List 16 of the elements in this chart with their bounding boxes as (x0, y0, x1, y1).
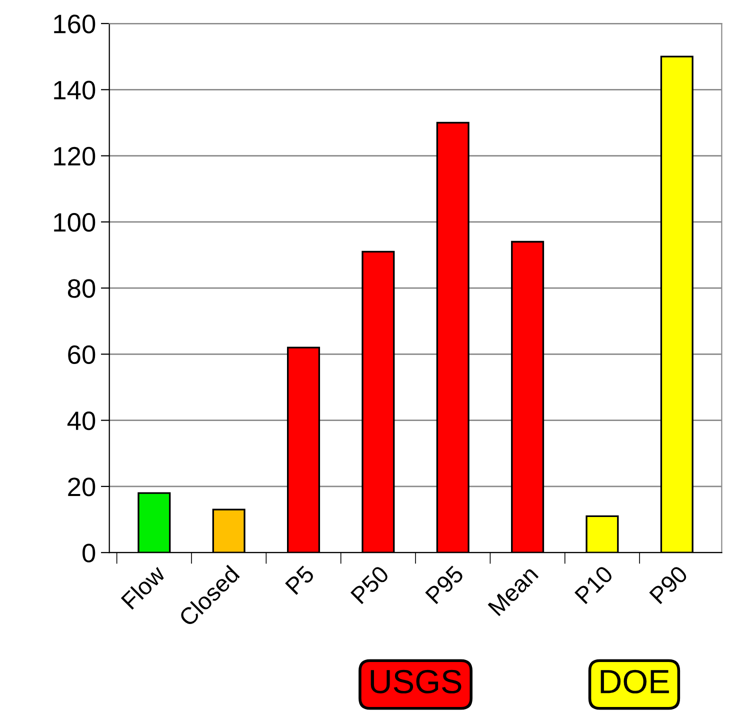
y-tick-label: 140 (54, 80, 96, 100)
text: USGS (370, 670, 462, 694)
y-tick-label: 120 (54, 146, 96, 166)
y-tick-label: 160 (54, 14, 96, 34)
y-tick-label: 40 (67, 411, 96, 430)
x-tick-label: P90 (649, 564, 689, 604)
y-tick-label: 60 (68, 345, 96, 364)
y-tick-label: 100 (54, 213, 96, 232)
y-tick-label: 20 (68, 478, 96, 496)
x-tick-label: P10 (574, 564, 614, 604)
x-tick-label: P50 (350, 564, 390, 604)
x-tick-label: P5 (285, 565, 316, 595)
x-tick-label: P95 (424, 564, 464, 604)
y-tick-label: 80 (68, 279, 96, 298)
text: DOE (600, 670, 669, 694)
y-tick-label: 0 (82, 544, 96, 562)
